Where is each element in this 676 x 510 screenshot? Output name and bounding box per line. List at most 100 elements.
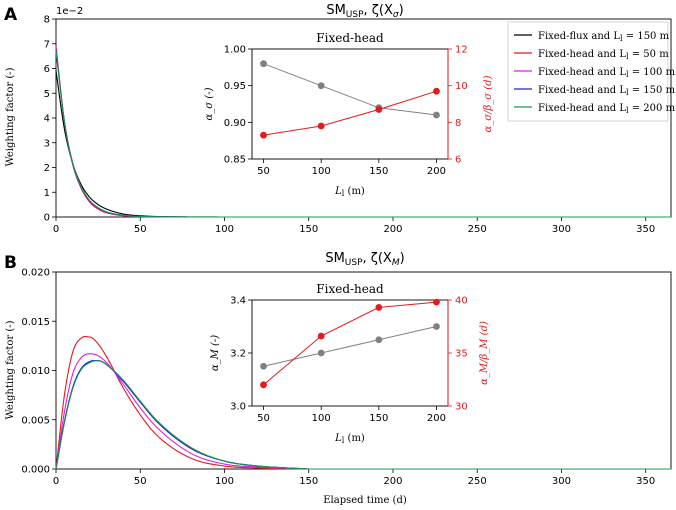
inset-x-tick-label: 200 [427, 166, 446, 177]
panel-b-inset-frame [251, 299, 449, 407]
x-tick-label: 150 [299, 476, 318, 487]
inset-left-point [433, 111, 440, 119]
panel-a-inset-frame [251, 48, 449, 160]
panel-a-yaxis: 0 1 2 3 4 5 6 7 8 [44, 15, 56, 224]
y-tick-label: 0.015 [21, 317, 50, 328]
x-tick-label: 100 [215, 224, 234, 235]
y-tick-label: 7 [44, 39, 50, 50]
inset-left-series-line [263, 63, 437, 116]
series-line-3 [55, 353, 671, 470]
inset-right-point [375, 304, 383, 311]
panel-letter-a: A [4, 5, 18, 25]
panel-b-inset-left-label: α_M (-) [210, 335, 221, 371]
x-tick-label: 250 [468, 224, 487, 235]
legend-label: Fixed-flux and Ll = 150 m [538, 31, 670, 43]
inset-left-tick-label: 1.00 [224, 45, 246, 56]
inset-right-point [260, 381, 267, 389]
x-tick-label: 350 [636, 224, 655, 235]
inset-left-point [317, 349, 325, 357]
y-tick-label: 1 [44, 188, 50, 199]
x-tick-label: 50 [134, 224, 147, 235]
legend-item-fixed-head-100: Fixed-head and Ll = 100 m [514, 67, 676, 79]
inset-left-tick-label: 0.95 [224, 81, 246, 92]
inset-left-tick-label: 0.90 [224, 118, 246, 129]
inset-right-tick-label: 30 [455, 402, 468, 413]
x-tick-label: 300 [552, 476, 571, 487]
inset-right-series-line [263, 90, 437, 136]
y-tick-label: 8 [44, 15, 50, 26]
panel-b-inset-xlabel: Ll (m) [334, 433, 365, 445]
panel-a-series [55, 46, 671, 218]
x-tick-label: 0 [53, 476, 59, 487]
legend-item-fixed-flux-150: Fixed-flux and Ll = 150 m [514, 31, 670, 43]
series-line-5 [55, 51, 671, 218]
panel-b-inset-title: Fixed-head [316, 282, 384, 296]
inset-right-point [433, 298, 440, 306]
inset-x-tick-label: 100 [312, 166, 331, 177]
inset-left-point [260, 60, 267, 68]
y-tick-label: 2 [44, 163, 50, 174]
x-tick-label: 200 [383, 224, 402, 235]
panel-b-yaxis: 0.000 0.005 0.010 0.015 0.020 [21, 268, 56, 476]
inset-right-point [260, 131, 267, 139]
inset-left-tick-label: 3.0 [230, 402, 246, 413]
inset-left-tick-label: 3.2 [230, 349, 246, 360]
panel-a-inset-right-label: α_σ/β_σ (d) [483, 75, 494, 132]
inset-x-tick-label: 150 [369, 166, 388, 177]
panel-b-xlabel: Elapsed time (d) [323, 495, 407, 506]
x-tick-label: 350 [636, 476, 655, 487]
panel-b-inset-axes: 50 100 150 200 3.0 3.2 3.4 30 35 40 [230, 296, 468, 425]
inset-left-point [260, 362, 267, 370]
x-tick-label: 200 [383, 476, 402, 487]
inset-right-point [317, 122, 325, 130]
panel-a-inset-marks [260, 60, 440, 139]
inset-left-tick-label: 3.4 [230, 296, 246, 307]
panel-letter-b: B [4, 253, 17, 273]
inset-right-point [433, 87, 440, 95]
inset-left-point [317, 82, 325, 90]
inset-left-series-line [263, 326, 437, 367]
panel-b-series [55, 336, 671, 470]
legend-item-fixed-head-50: Fixed-head and Ll = 50 m [514, 49, 669, 61]
inset-right-point [375, 106, 383, 113]
x-tick-label: 300 [552, 224, 571, 235]
x-tick-label: 250 [468, 476, 487, 487]
panel-b-inset-marks [260, 298, 440, 389]
panel-a-inset-axes: 50 100 150 200 0.85 0.90 0.95 1.00 6 8 10 12 [224, 45, 468, 178]
y-tick-label: 0.010 [21, 366, 50, 377]
inset-right-tick-label: 12 [455, 45, 468, 56]
series-line-5 [55, 360, 671, 470]
y-tick-label: 6 [44, 64, 50, 75]
x-tick-label: 100 [215, 476, 234, 487]
inset-x-tick-label: 150 [369, 413, 388, 424]
inset-right-series-line [263, 301, 437, 386]
y-tick-label: 4 [44, 114, 50, 125]
x-tick-label: 50 [134, 476, 147, 487]
legend-label: Fixed-head and Ll = 100 m [538, 67, 676, 79]
inset-left-point [433, 323, 440, 330]
panel-a-offset-text: 1e−2 [56, 6, 83, 17]
inset-left-tick-label: 0.85 [224, 155, 246, 166]
panel-a: A SMUSP, ζ(Xσ) 1e−2 Weighting factor (-)… [4, 3, 676, 235]
y-tick-label: 5 [44, 89, 50, 100]
panel-b-ylabel: Weighting factor (-) [5, 320, 16, 419]
inset-right-point [317, 332, 325, 340]
inset-x-tick-label: 100 [312, 413, 331, 424]
panel-b-inset: Fixed-head α_M (-) α_M/β_M (d) Ll (m) 50… [210, 282, 490, 445]
legend-label: Fixed-head and Ll = 200 m [538, 103, 676, 115]
inset-right-tick-label: 10 [455, 81, 468, 92]
panel-a-inset-title: Fixed-head [316, 31, 384, 45]
panel-a-inset-xlabel: Ll (m) [334, 186, 365, 198]
panel-a-xaxis: 0 50 100 150 200 250 300 350 [53, 217, 655, 235]
legend-item-fixed-head-150: Fixed-head and Ll = 150 m [514, 85, 676, 97]
inset-left-point [375, 336, 383, 344]
y-tick-label: 0.020 [21, 268, 50, 279]
panel-b-inset-right-label: α_M/β_M (d) [479, 321, 490, 385]
panel-a-ylabel: Weighting factor (-) [5, 67, 16, 166]
panel-b-title: SMUSP, ζ(XM) [325, 251, 404, 268]
y-tick-label: 0.005 [21, 415, 50, 426]
panel-a-inset: Fixed-head α_σ (-) α_σ/β_σ (d) Ll (m) 50… [204, 31, 494, 198]
panel-a-legend: Fixed-flux and Ll = 150 m Fixed-head and… [507, 21, 676, 122]
legend-frame [507, 21, 669, 122]
